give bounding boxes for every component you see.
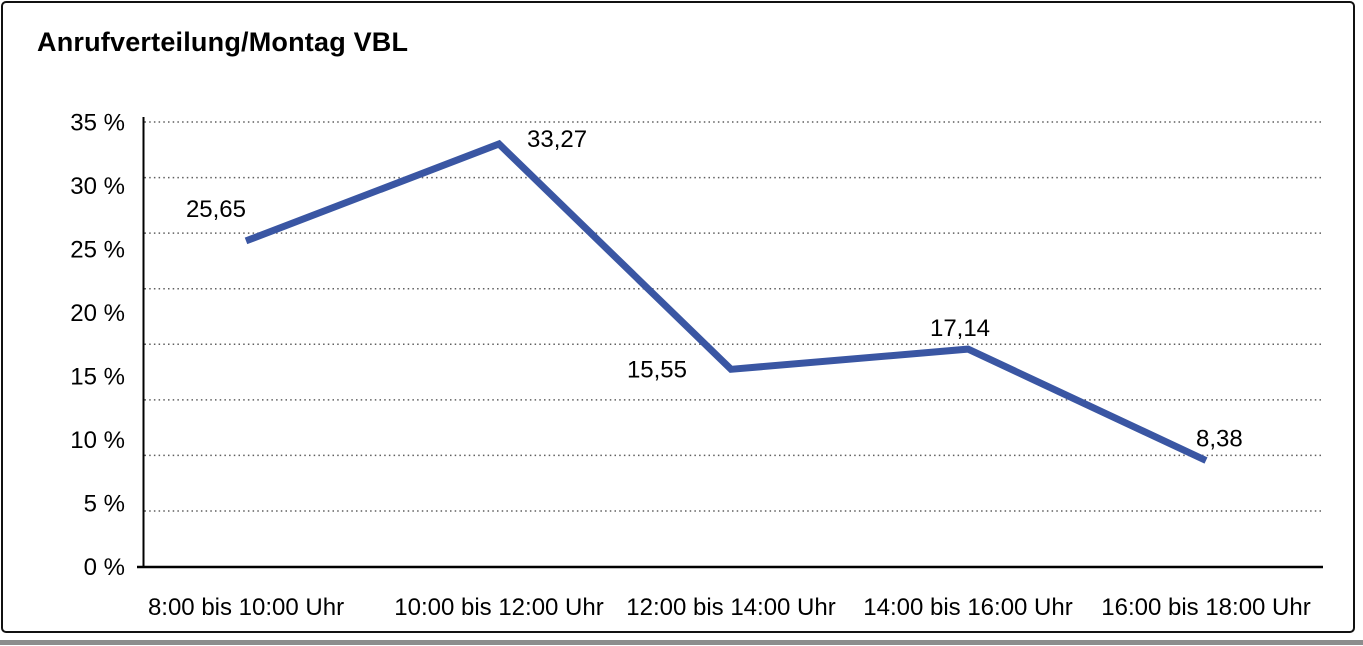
y-tick-label: 0 % — [84, 554, 125, 581]
data-point-label: 8,38 — [1196, 425, 1243, 452]
x-category-label: 14:00 bis 16:00 Uhr — [863, 594, 1072, 621]
y-tick-label: 25 % — [70, 237, 125, 264]
y-tick-label: 30 % — [70, 173, 125, 200]
y-tick-label: 15 % — [70, 364, 125, 391]
y-tick-label: 35 % — [70, 110, 125, 137]
x-category-label: 16:00 bis 18:00 Uhr — [1101, 594, 1310, 621]
y-tick-label: 10 % — [70, 427, 125, 454]
x-category-label: 10:00 bis 12:00 Uhr — [394, 594, 603, 621]
data-point-label: 15,55 — [627, 356, 687, 383]
data-point-label: 25,65 — [186, 196, 246, 223]
x-category-label: 8:00 bis 10:00 Uhr — [148, 594, 344, 621]
x-category-label: 12:00 bis 14:00 Uhr — [626, 594, 835, 621]
y-tick-label: 20 % — [70, 300, 125, 327]
data-point-label: 17,14 — [930, 315, 990, 342]
chart-title: Anrufverteilung/Montag VBL — [37, 27, 409, 57]
data-point-label: 33,27 — [527, 126, 587, 153]
screenshot-bottom-edge — [0, 640, 1363, 645]
series-line — [244, 139, 1208, 464]
y-tick-label: 5 % — [84, 491, 125, 518]
